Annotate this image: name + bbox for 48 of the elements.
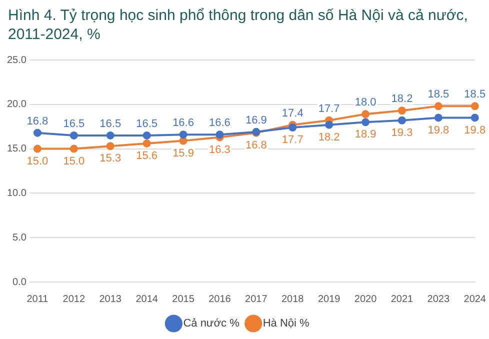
data-label: 17.7 [282,134,304,146]
data-label: 15.3 [100,152,122,165]
data-label: 16.6 [172,117,194,130]
x-tick-label: 2017 [245,294,268,305]
data-label: 16.5 [100,118,122,130]
data-label: 16.5 [136,118,158,130]
x-tick-label: 2012 [62,294,86,305]
data-label: 16.3 [209,144,230,156]
y-tick-label: 15.0 [6,144,27,155]
data-label: 18.5 [464,88,486,101]
legend-label: Cả nước % [183,318,240,330]
y-tick-label: 25.0 [6,54,27,66]
x-tick-label: 2020 [354,294,378,305]
data-label: 16.9 [245,114,267,126]
x-tick-label: 2023 [427,294,450,305]
data-label: 15.9 [172,147,194,160]
data-label: 18.5 [428,88,450,101]
data-label: 16.8 [245,139,267,152]
data-label: 18.9 [354,128,376,141]
data-label: 15.0 [26,155,48,168]
y-tick-label: 20.0 [6,99,27,110]
x-tick-label: 2021 [390,294,414,305]
x-tick-label: 2013 [99,294,122,305]
data-label: 18.0 [354,96,376,109]
data-label: 19.8 [428,124,450,136]
x-tick-label: 2014 [136,294,158,305]
data-label: 16.8 [26,115,48,128]
x-tick-label: 2019 [318,294,341,305]
data-label: 17.4 [282,107,304,120]
data-label: 19.3 [391,126,413,139]
y-tick-label: 5.0 [12,232,27,244]
x-tick-label: 2018 [281,294,304,305]
data-label: 15.0 [63,155,85,168]
x-tick-label: 2011 [26,294,49,305]
x-tick-label: 2016 [208,294,232,305]
data-label: 17.7 [318,102,340,115]
x-tick-label: 2015 [172,294,195,305]
data-label: 19.8 [464,124,486,136]
y-tick-label: 0.0 [12,276,27,288]
data-label: 18.2 [318,131,340,144]
legend-label: Hà Nội % [262,318,310,330]
data-label: 18.2 [391,93,413,106]
data-label: 15.6 [136,150,158,162]
data-label: 16.6 [209,117,230,130]
chart-title: Hình 4. Tỷ trọng học sinh phổ thông trong dân số Hà Nội và cả nước, 2011-2024, % [7,6,469,45]
y-tick-label: 10.0 [6,188,27,199]
x-tick-label: 2024 [464,294,486,305]
data-label: 16.5 [63,118,85,130]
